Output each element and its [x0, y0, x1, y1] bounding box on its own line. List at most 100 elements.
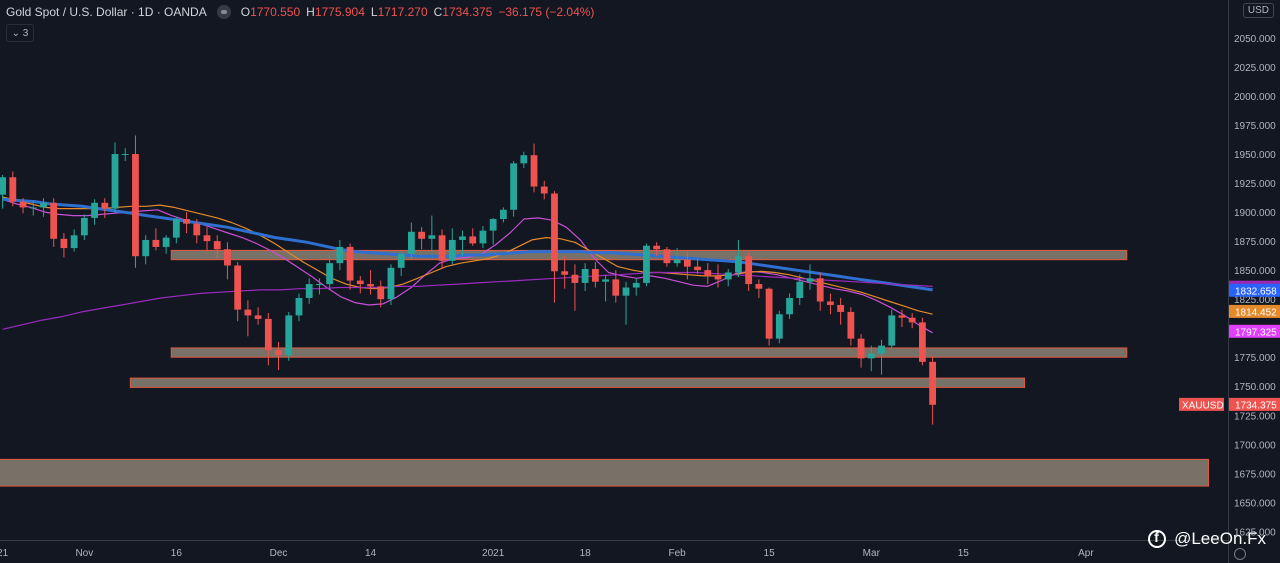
candle-body	[786, 297, 793, 315]
x-tick-label: Nov	[75, 548, 93, 559]
candle-body	[203, 235, 211, 242]
y-tick-label: 1900.000	[1234, 208, 1276, 219]
y-tick-label: 1700.000	[1234, 440, 1276, 451]
candle-body	[867, 353, 875, 359]
candle-body	[19, 201, 27, 208]
candle-body	[428, 235, 436, 239]
candle-body	[70, 235, 78, 249]
y-tick-label: 1950.000	[1234, 150, 1276, 161]
y-tick-label: 1675.000	[1234, 469, 1276, 480]
close-label: C	[433, 5, 443, 19]
candle-body	[683, 259, 691, 267]
facebook-icon	[1148, 529, 1167, 548]
y-tick-label: 1775.000	[1234, 353, 1276, 364]
high-label: H	[306, 5, 315, 19]
y-tick-label: 1875.000	[1234, 237, 1276, 248]
y-tick-label: 1725.000	[1234, 411, 1276, 422]
candle-body	[704, 270, 712, 276]
candle-body	[387, 267, 395, 300]
candle-body	[929, 361, 937, 405]
candle-body	[346, 246, 354, 281]
x-tick-label: Apr	[1078, 548, 1094, 559]
candle-body	[29, 207, 37, 209]
candle-body	[367, 284, 374, 287]
candle-body	[244, 309, 252, 316]
candle-body	[213, 241, 221, 250]
x-tick-label: Feb	[669, 548, 687, 559]
price-label-value: 1797.325	[1235, 327, 1277, 338]
candle-body	[919, 322, 926, 362]
candle-body	[735, 256, 742, 273]
eye-icon[interactable]	[216, 5, 231, 19]
y-tick-label: 1625.000	[1234, 527, 1276, 538]
candle-body	[459, 236, 466, 240]
candle-body	[714, 275, 722, 280]
candle-body	[397, 253, 405, 268]
low-value: 1717.270	[377, 5, 428, 19]
y-tick-label: 1825.000	[1234, 295, 1276, 306]
candle-body	[816, 278, 824, 302]
high-value: 1775.904	[314, 5, 365, 19]
candle-body	[408, 231, 415, 254]
x-tick-label: 14	[365, 548, 377, 559]
candle-body	[162, 237, 170, 247]
candle-body	[80, 217, 88, 236]
candles-group	[0, 135, 937, 425]
price-label-bg	[1229, 397, 1280, 411]
candle-body	[622, 287, 630, 296]
moving-average-line	[2, 198, 933, 334]
candle-body	[520, 155, 528, 164]
candle-body	[264, 318, 272, 351]
ma-group	[2, 196, 933, 334]
price-label-value: 1814.452	[1235, 307, 1277, 318]
moving-average-line	[2, 196, 933, 315]
currency-badge[interactable]: USD	[1242, 3, 1274, 18]
candle-body	[612, 279, 620, 296]
support-resistance-zone	[129, 377, 1026, 388]
candle-body	[0, 177, 7, 195]
candle-body	[847, 311, 855, 339]
candle-body	[591, 268, 599, 282]
candle-body	[101, 202, 109, 209]
candle-body	[91, 202, 98, 218]
candle-body	[285, 315, 293, 355]
candle-body	[479, 230, 487, 244]
candle-body	[295, 297, 303, 316]
price-label-value: 1832.658	[1235, 286, 1277, 297]
y-tick-label: 1850.000	[1234, 266, 1276, 277]
candle-body	[254, 315, 262, 319]
candle-body	[602, 279, 609, 282]
indicators-collapse-button[interactable]: ⌄ 3	[6, 24, 34, 42]
symbol-title[interactable]: Gold Spot / U.S. Dollar · 1D · OANDA	[6, 5, 207, 19]
candle-body	[121, 154, 129, 156]
price-label-bg	[1229, 324, 1280, 338]
candle-body	[888, 315, 896, 346]
y-tick-label: 1925.000	[1234, 179, 1276, 190]
candle-body	[878, 345, 885, 354]
watermark-text: @LeeOn.Fx	[1174, 529, 1266, 548]
candle-body	[438, 235, 446, 261]
x-tick-label: Dec	[270, 548, 288, 559]
candle-body	[551, 193, 558, 272]
candle-body	[775, 314, 783, 339]
candle-body	[653, 245, 661, 250]
x-tick-label: Mar	[863, 548, 881, 559]
candle-body	[724, 272, 732, 280]
candle-body	[571, 274, 579, 283]
candle-body	[908, 317, 916, 323]
candle-body	[694, 266, 701, 271]
candle-body	[418, 231, 426, 239]
candle-body	[643, 245, 650, 283]
open-label: O	[240, 5, 251, 19]
candle-body	[9, 177, 17, 202]
candle-body	[50, 202, 58, 239]
candle-body	[581, 268, 589, 283]
candle-body	[132, 154, 139, 257]
gear-icon[interactable]	[1234, 548, 1246, 560]
price-label-value: 1734.375	[1235, 400, 1277, 411]
candle-body	[111, 154, 119, 209]
candle-body	[673, 259, 681, 264]
support-resistance-zone	[170, 347, 1128, 358]
candle-body	[510, 163, 517, 210]
